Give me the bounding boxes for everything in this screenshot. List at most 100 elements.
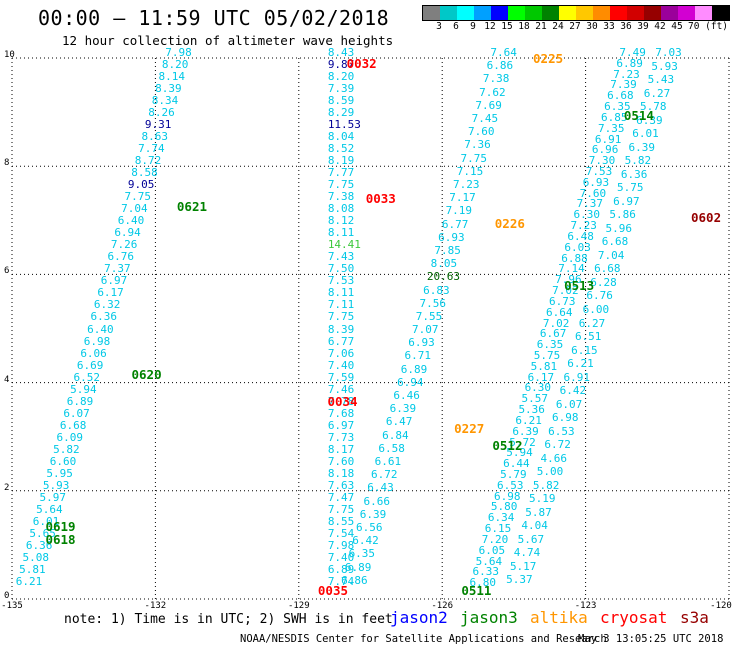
track-0621-value: 6.68 xyxy=(59,418,87,432)
track-0602-value: 5.19 xyxy=(529,492,556,506)
colorbar-swatch xyxy=(559,6,576,20)
track-0514-value: 6.15 xyxy=(484,522,512,536)
track-0514-value: 7.53 xyxy=(585,165,613,179)
track-0602-value: 6.01 xyxy=(632,127,659,141)
track-0621-value: 6.09 xyxy=(56,430,84,444)
colorbar-swatch xyxy=(508,6,525,20)
track-0621-value: 6.60 xyxy=(49,454,77,468)
pass-label: 0512 xyxy=(492,437,523,453)
colorbar-swatch xyxy=(474,6,491,20)
track-0514-value: 6.33 xyxy=(472,565,500,579)
track-0514-value: 5.79 xyxy=(500,467,527,481)
track-0225-value: 20.63 xyxy=(426,270,461,284)
x-tick-label: -129 xyxy=(287,601,310,611)
track-0621-value: 6.36 xyxy=(25,538,53,552)
track-0225-value: 6.94 xyxy=(397,375,424,389)
track-0032-value: 7.75 xyxy=(327,310,355,324)
track-0225-value: 6.46 xyxy=(393,389,420,403)
colorbar-swatch xyxy=(423,6,440,20)
track-0602-value: 4.66 xyxy=(540,451,568,465)
track-0602-value: 5.87 xyxy=(525,505,552,519)
track-0514-value: 5.36 xyxy=(518,403,545,417)
track-0621-value: 7.74 xyxy=(138,142,165,156)
track-0602-value: 5.82 xyxy=(532,478,560,492)
colorbar-label: 9 xyxy=(470,21,476,32)
track-0032-value: 8.52 xyxy=(327,142,355,156)
track-0225-value: 6.89 xyxy=(400,362,428,376)
track-0514-value: 6.91 xyxy=(594,132,622,146)
track-0621-value: 6.21 xyxy=(15,574,43,588)
track-0621-value: 8.14 xyxy=(158,70,186,84)
track-0032-value: 7.59 xyxy=(327,370,355,384)
track-0032-value: 7.54 xyxy=(327,526,355,540)
track-0621-value: 7.37 xyxy=(104,262,131,276)
track-0225-value: 7.75 xyxy=(460,151,487,165)
track-0225-value: 7.45 xyxy=(471,111,499,125)
track-0225-value: 6.77 xyxy=(441,217,469,231)
track-0514-value: 5.80 xyxy=(490,500,518,514)
colorbar-label: 33 xyxy=(603,21,615,32)
track-0032-value: 8.11 xyxy=(327,226,355,240)
colorbar-label: 24 xyxy=(552,21,564,32)
track-0514-value: 7.02 xyxy=(552,284,579,298)
track-0514-value: 6.53 xyxy=(497,478,524,492)
track-0514-value: 7.20 xyxy=(481,532,509,546)
track-0602-value: 6.36 xyxy=(620,167,648,181)
track-0514-value: 7.23 xyxy=(613,67,640,81)
track-0514-value: 6.48 xyxy=(567,229,594,243)
track-0602-value: 5.75 xyxy=(617,181,644,195)
colorbar-swatch xyxy=(644,6,661,20)
track-0602-value: 7.03 xyxy=(655,46,682,59)
track-0032-value: 8.20 xyxy=(327,70,355,84)
track-0621-value: 5.95 xyxy=(46,466,73,480)
track-0621-value: 7.75 xyxy=(124,190,152,204)
track-0225-value: 7.23 xyxy=(453,177,480,191)
colorbar-label: 18 xyxy=(518,21,530,32)
page-title: 00:00 – 11:59 UTC 05/02/2018 xyxy=(38,6,390,30)
legend-jason2: jason2 xyxy=(390,608,448,627)
track-0621-value: 8.39 xyxy=(155,82,182,96)
colorbar-swatch xyxy=(525,6,542,20)
track-0621-value: 8.34 xyxy=(151,94,179,108)
colorbar-swatch xyxy=(678,6,695,20)
track-0621-value: 6.89 xyxy=(66,394,94,408)
track-0514-value: 6.67 xyxy=(539,327,567,341)
legend-cryosat: cryosat xyxy=(600,608,668,627)
track-0621-value: 8.26 xyxy=(148,106,175,120)
track-0621-value: 6.69 xyxy=(76,358,104,372)
track-0032-value: 11.53 xyxy=(327,118,361,132)
track-0032-value: 9.87 xyxy=(327,58,355,72)
colorbar-label: 45 xyxy=(671,21,683,32)
pass-label: 0514 xyxy=(623,107,654,123)
track-0225-value: 6.39 xyxy=(389,402,417,416)
track-0225-value: 6.86 xyxy=(341,573,368,587)
track-0602-value: 5.37 xyxy=(506,573,533,587)
track-0621-value: 8.63 xyxy=(141,130,169,144)
track-0225-value: 6.35 xyxy=(348,547,376,561)
track-0225-value: 7.69 xyxy=(475,98,502,112)
track-0621-value: 8.58 xyxy=(131,166,158,180)
track-0621-value: 7.04 xyxy=(121,202,148,216)
track-0621-value: 9.05 xyxy=(127,178,155,192)
track-0602-value: 6.00 xyxy=(582,302,610,316)
track-0602-value: 6.28 xyxy=(590,275,617,289)
track-0602-value: 6.39 xyxy=(628,140,655,154)
track-0225-value: 6.66 xyxy=(363,494,390,508)
pass-label: 0620 xyxy=(131,367,162,383)
track-0602-value: 6.72 xyxy=(544,438,571,452)
track-0602-value: 5.00 xyxy=(536,465,564,479)
footnote: note: 1) Time is in UTC; 2) SWH is in fe… xyxy=(64,612,393,627)
x-tick-label: -120 xyxy=(710,601,732,611)
colorbar-label: 30 xyxy=(586,21,598,32)
track-0032-value: 7.40 xyxy=(327,358,355,372)
track-0032-value: 8.18 xyxy=(327,466,355,480)
track-0032-value: 7.53 xyxy=(327,274,355,288)
track-0032-value: 6.77 xyxy=(327,334,355,348)
track-0621-value: 8.72 xyxy=(134,154,162,168)
track-0032-value: 7.68 xyxy=(327,406,355,420)
track-0602-value: 6.42 xyxy=(559,384,587,398)
track-0032-value: 7.75 xyxy=(327,178,355,192)
footer-timestamp: May 3 13:05:25 UTC 2018 xyxy=(578,633,724,645)
track-0602-value: 5.67 xyxy=(517,532,545,546)
track-0514-value: 6.73 xyxy=(549,294,576,308)
